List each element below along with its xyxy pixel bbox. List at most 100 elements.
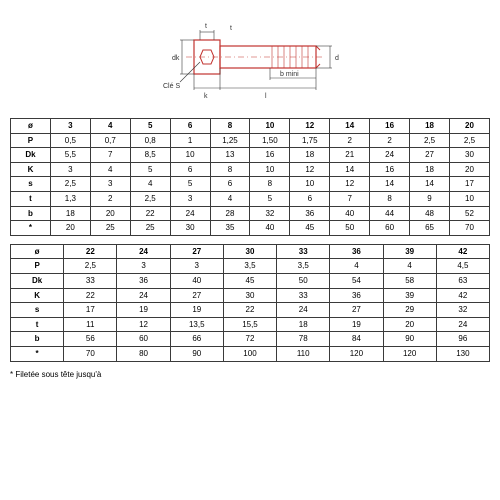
table-cell: 96 bbox=[436, 332, 489, 347]
table-cell: 48 bbox=[410, 206, 450, 221]
table-cell: 32 bbox=[250, 206, 290, 221]
table-cell: 18 bbox=[410, 162, 450, 177]
table-cell: 3 bbox=[170, 191, 210, 206]
col-header: ø bbox=[11, 244, 64, 259]
table-cell: 0,8 bbox=[130, 133, 170, 148]
table-cell: 18 bbox=[50, 206, 90, 221]
table-cell: 6 bbox=[290, 191, 330, 206]
bolt-svg: t dk Clé S k l b mini d t bbox=[150, 10, 350, 110]
table-cell: 52 bbox=[449, 206, 489, 221]
table-cell: 10 bbox=[290, 177, 330, 192]
table-cell: 3,5 bbox=[223, 259, 276, 274]
table-cell: 100 bbox=[223, 346, 276, 361]
table-cell: 10 bbox=[449, 191, 489, 206]
table-cell: 20 bbox=[449, 162, 489, 177]
table-cell: 44 bbox=[370, 206, 410, 221]
col-header: 24 bbox=[117, 244, 170, 259]
col-header: 3 bbox=[50, 119, 90, 134]
table-cell: 65 bbox=[410, 221, 450, 236]
table-cell: 3 bbox=[117, 259, 170, 274]
table-cell: 78 bbox=[277, 332, 330, 347]
table-cell: 90 bbox=[383, 332, 436, 347]
table-cell: 27 bbox=[170, 288, 223, 303]
table-cell: 14 bbox=[410, 177, 450, 192]
table-cell: 16 bbox=[250, 148, 290, 163]
table-cell: 70 bbox=[64, 346, 117, 361]
table-cell: 84 bbox=[330, 332, 383, 347]
table-cell: 1 bbox=[170, 133, 210, 148]
row-header: * bbox=[11, 221, 51, 236]
table-cell: 17 bbox=[64, 303, 117, 318]
row-header: b bbox=[11, 332, 64, 347]
table-cell: 27 bbox=[410, 148, 450, 163]
table-cell: 1,3 bbox=[50, 191, 90, 206]
table-cell: 1,50 bbox=[250, 133, 290, 148]
row-header: t bbox=[11, 191, 51, 206]
bolt-diagram: t dk Clé S k l b mini d t bbox=[150, 10, 350, 110]
table-cell: 2 bbox=[370, 133, 410, 148]
col-header: ø bbox=[11, 119, 51, 134]
label-t: t bbox=[205, 23, 207, 30]
table-cell: 130 bbox=[436, 346, 489, 361]
table-cell: 14 bbox=[330, 162, 370, 177]
table-cell: 70 bbox=[449, 221, 489, 236]
table-cell: 40 bbox=[170, 273, 223, 288]
table-cell: 120 bbox=[330, 346, 383, 361]
table-cell: 50 bbox=[277, 273, 330, 288]
table-cell: 4,5 bbox=[436, 259, 489, 274]
table-cell: 22 bbox=[223, 303, 276, 318]
table-cell: 7 bbox=[330, 191, 370, 206]
row-header: t bbox=[11, 317, 64, 332]
table-cell: 2,5 bbox=[410, 133, 450, 148]
table-cell: 30 bbox=[170, 221, 210, 236]
table-cell: 42 bbox=[436, 288, 489, 303]
label-d: d bbox=[335, 55, 339, 62]
table-cell: 4 bbox=[383, 259, 436, 274]
table-cell: 24 bbox=[117, 288, 170, 303]
col-header: 4 bbox=[90, 119, 130, 134]
table-cell: 3 bbox=[90, 177, 130, 192]
table-cell: 30 bbox=[223, 288, 276, 303]
table-cell: 36 bbox=[290, 206, 330, 221]
table-cell: 28 bbox=[210, 206, 250, 221]
table-cell: 17 bbox=[449, 177, 489, 192]
table-cell: 8,5 bbox=[130, 148, 170, 163]
table-cell: 19 bbox=[170, 303, 223, 318]
table-cell: 6 bbox=[210, 177, 250, 192]
table-cell: 10 bbox=[250, 162, 290, 177]
table-cell: 5 bbox=[130, 162, 170, 177]
row-header: Dk bbox=[11, 273, 64, 288]
col-header: 6 bbox=[170, 119, 210, 134]
table-cell: 24 bbox=[436, 317, 489, 332]
table-cell: 2,5 bbox=[449, 133, 489, 148]
table-cell: 39 bbox=[383, 288, 436, 303]
table-cell: 33 bbox=[64, 273, 117, 288]
table-cell: 54 bbox=[330, 273, 383, 288]
table-cell: 19 bbox=[330, 317, 383, 332]
table-cell: 12 bbox=[330, 177, 370, 192]
table-cell: 24 bbox=[370, 148, 410, 163]
table-cell: 10 bbox=[170, 148, 210, 163]
table-cell: 40 bbox=[250, 221, 290, 236]
col-header: 10 bbox=[250, 119, 290, 134]
table-cell: 3 bbox=[50, 162, 90, 177]
row-header: s bbox=[11, 177, 51, 192]
row-header: P bbox=[11, 259, 64, 274]
table-cell: 3 bbox=[170, 259, 223, 274]
table-cell: 56 bbox=[64, 332, 117, 347]
col-header: 5 bbox=[130, 119, 170, 134]
table-cell: 5 bbox=[170, 177, 210, 192]
table-cell: 21 bbox=[330, 148, 370, 163]
table-cell: 15,5 bbox=[223, 317, 276, 332]
table-cell: 4 bbox=[330, 259, 383, 274]
col-header: 14 bbox=[330, 119, 370, 134]
row-header: * bbox=[11, 346, 64, 361]
col-header: 33 bbox=[277, 244, 330, 259]
row-header: Dk bbox=[11, 148, 51, 163]
table-cell: 1,25 bbox=[210, 133, 250, 148]
table-cell: 45 bbox=[223, 273, 276, 288]
table-cell: 5 bbox=[250, 191, 290, 206]
table-cell: 4 bbox=[130, 177, 170, 192]
table-cell: 32 bbox=[436, 303, 489, 318]
col-header: 16 bbox=[370, 119, 410, 134]
